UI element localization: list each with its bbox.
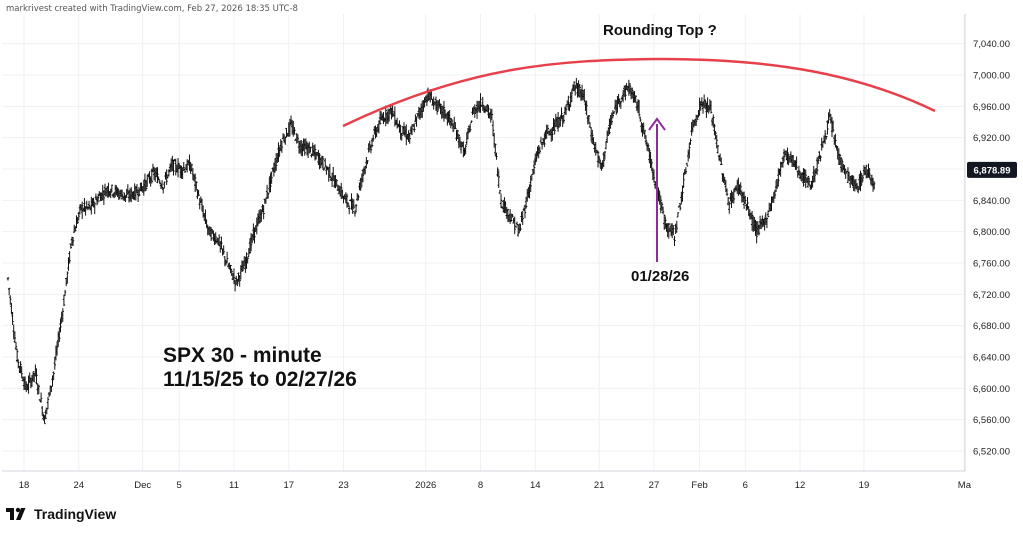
rounding-top-arc <box>342 57 936 128</box>
x-tick-label: 2026 <box>415 480 436 491</box>
rounding-top-label: Rounding Top ? <box>603 22 717 39</box>
x-tick-label: 27 <box>649 480 660 491</box>
y-tick-label: 6,800.00 <box>973 227 1010 238</box>
y-tick-label: 6,760.00 <box>973 259 1010 270</box>
y-tick-label: 6,680.00 <box>973 321 1010 332</box>
y-tick-label: 7,040.00 <box>973 39 1010 50</box>
chart-description-line2: 11/15/25 to 02/27/26 <box>163 368 357 391</box>
chart-description-line1: SPX 30 - minute <box>163 344 322 367</box>
tradingview-logo[interactable]: TradingView <box>6 504 116 524</box>
axes: 6,520.00 6,560.00 6,600.00 6,640.00 6,680.00… <box>2 14 1017 491</box>
x-tick-label: Ma <box>958 480 972 491</box>
tradingview-logo-text: TradingView <box>34 506 117 522</box>
y-tick-label: 6,960.00 <box>973 102 1010 113</box>
x-tick-label: 5 <box>177 480 182 491</box>
x-tick-label: 14 <box>530 480 541 491</box>
y-tick-label: 6,840.00 <box>973 196 1010 207</box>
chart-description: SPX 30 - minute 11/15/25 to 02/27/26 <box>163 344 357 392</box>
y-tick-label: 6,560.00 <box>973 415 1010 426</box>
arrow-head <box>648 117 666 131</box>
last-price-label: 6,878.89 <box>974 165 1011 176</box>
x-tick-label: 21 <box>594 480 605 491</box>
x-tick-label: Dec <box>134 480 151 491</box>
y-tick-label: 6,920.00 <box>973 133 1010 144</box>
arrow-date-label: 01/28/26 <box>631 268 690 285</box>
price-bars <box>6 77 876 425</box>
x-tick-label: 24 <box>73 480 84 491</box>
y-tick-label: 6,600.00 <box>973 384 1010 395</box>
y-tick-label: 6,720.00 <box>973 290 1010 301</box>
x-tick-label: 23 <box>338 480 349 491</box>
y-tick-label: 6,640.00 <box>973 353 1010 364</box>
x-tick-label: 12 <box>795 480 806 491</box>
last-price-badge <box>967 161 1017 178</box>
attribution-text: markrivest created with TradingView.com,… <box>6 4 298 14</box>
annotation-drawings <box>342 57 936 262</box>
x-tick-label: 19 <box>859 480 870 491</box>
x-tick-label: 8 <box>478 480 483 491</box>
x-tick-label: 17 <box>283 480 294 491</box>
y-tick-label: 6,520.00 <box>973 447 1010 458</box>
grid-lines <box>2 14 965 471</box>
x-tick-label: 6 <box>743 480 748 491</box>
x-tick-label: 18 <box>19 480 30 491</box>
tradingview-logo-icon <box>6 507 26 520</box>
x-tick-label: Feb <box>691 480 707 491</box>
y-tick-label: 7,000.00 <box>973 71 1010 82</box>
x-tick-label: 11 <box>229 480 239 491</box>
